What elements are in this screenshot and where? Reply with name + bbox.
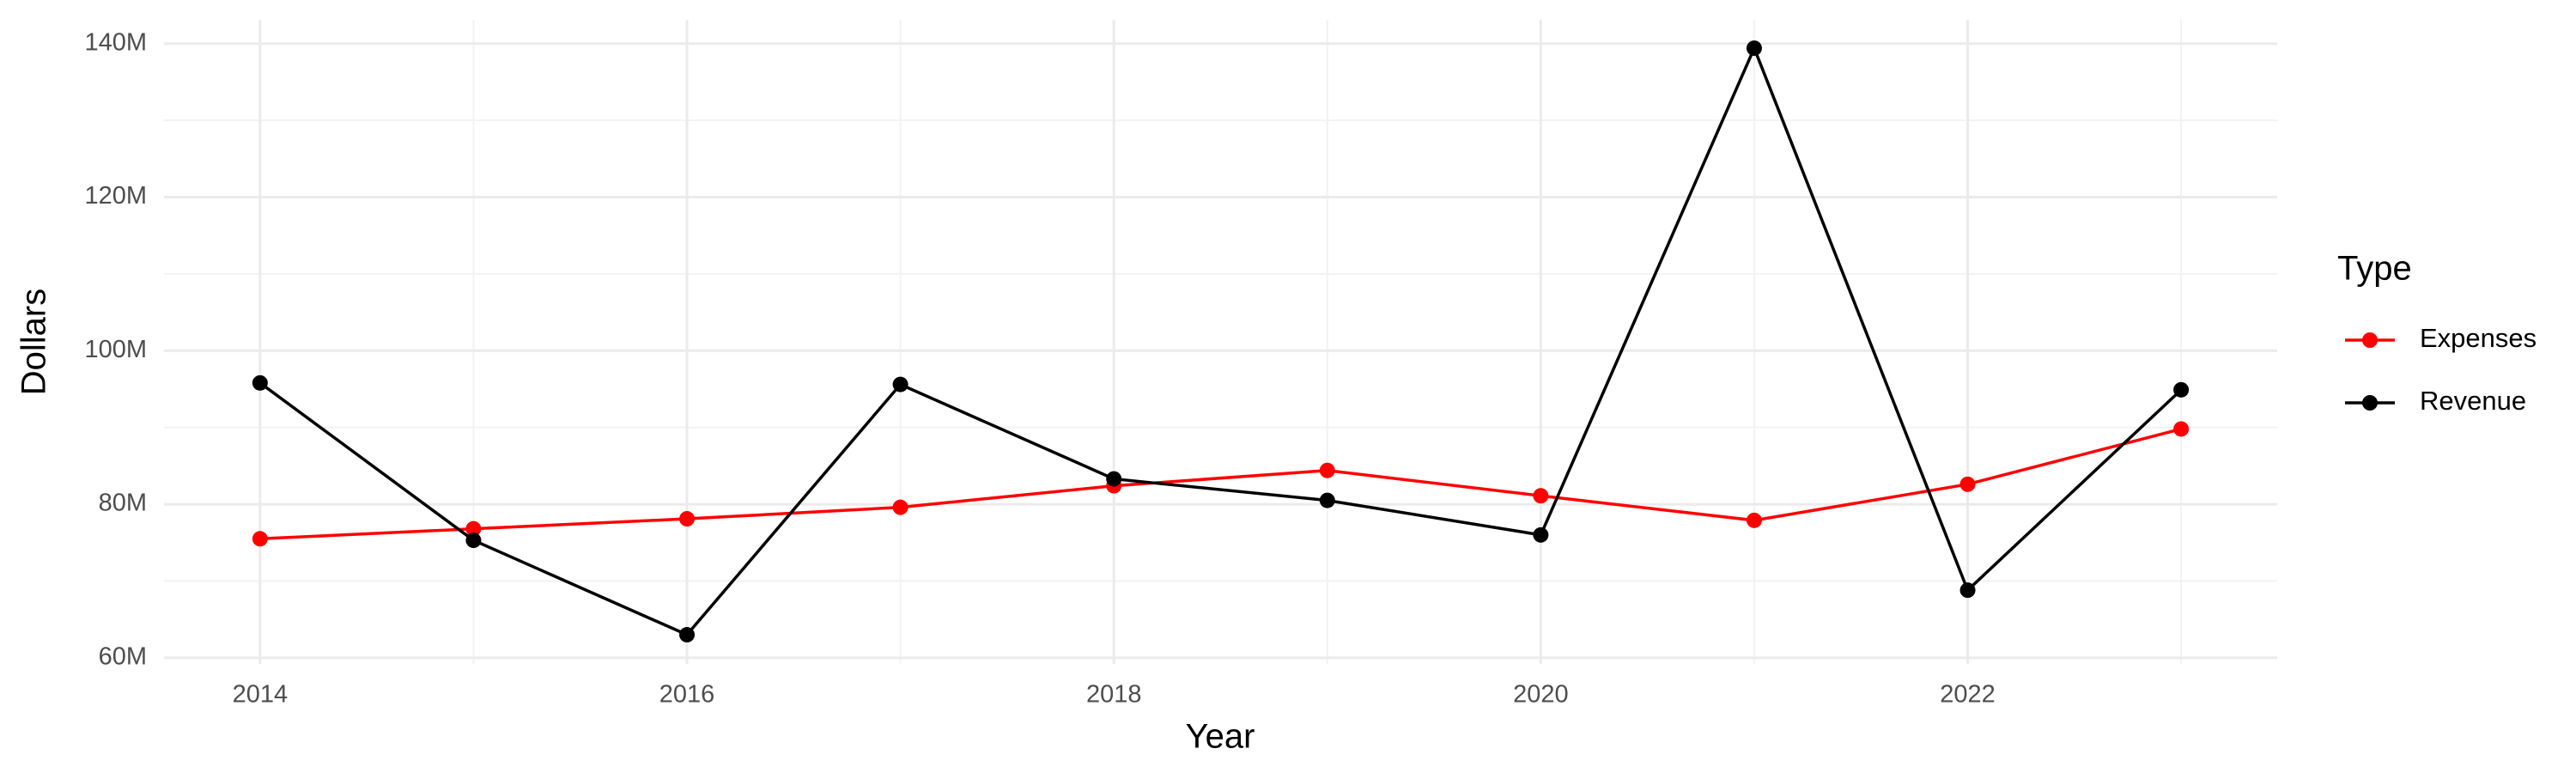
y-tick-label: 100M — [84, 336, 147, 363]
y-tick-label: 120M — [84, 182, 147, 210]
data-point — [1319, 462, 1335, 478]
y-axis-title: Dollars — [15, 289, 53, 395]
data-point — [892, 499, 908, 515]
x-tick-label: 2018 — [1086, 681, 1142, 709]
y-tick-label: 60M — [99, 643, 147, 671]
data-point — [1319, 492, 1335, 508]
x-tick-label: 2022 — [1940, 681, 1996, 709]
y-tick-label: 80M — [99, 490, 147, 517]
legend-point — [2362, 395, 2378, 411]
legend-item: Expenses — [2345, 323, 2537, 353]
x-tick-label: 2016 — [659, 681, 715, 709]
data-point — [252, 531, 268, 547]
data-point — [252, 374, 268, 391]
legend-title: Type — [2337, 250, 2412, 288]
y-tick-label: 140M — [84, 28, 147, 56]
marks — [252, 40, 2190, 643]
grid — [164, 20, 2277, 664]
data-point — [679, 511, 696, 527]
x-tick-label: 2014 — [233, 681, 289, 709]
series-line — [259, 427, 2182, 541]
data-point — [892, 376, 908, 393]
x-axis-title: Year — [1186, 718, 1255, 756]
data-point — [1106, 471, 1122, 487]
data-point — [1959, 582, 1976, 599]
data-point — [465, 520, 482, 537]
x-tick-label: 2020 — [1513, 681, 1569, 709]
data-point — [1533, 526, 1549, 543]
data-point — [1746, 512, 1762, 528]
data-point — [1746, 40, 1762, 57]
data-point — [2173, 381, 2190, 398]
data-point — [679, 627, 696, 643]
legend-label: Expenses — [2420, 323, 2537, 353]
data-point — [1959, 476, 1976, 492]
legend-item: Revenue — [2345, 386, 2526, 416]
series-line — [258, 44, 2183, 637]
data-point — [465, 533, 482, 549]
legend-label: Revenue — [2420, 386, 2526, 416]
data-point — [1533, 488, 1549, 504]
legend-point — [2362, 332, 2378, 348]
data-point — [2173, 421, 2190, 437]
